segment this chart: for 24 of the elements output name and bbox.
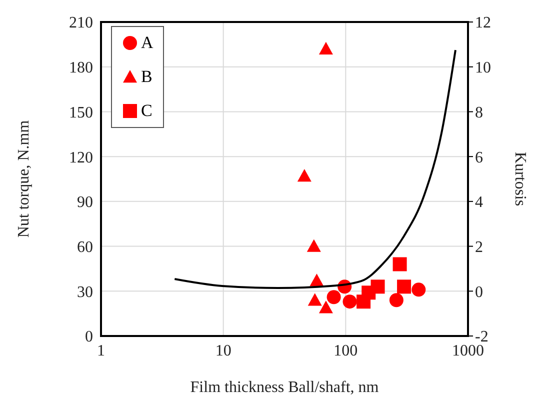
y2-tick-label: 0: [475, 284, 483, 301]
y-tick-label: 0: [85, 328, 93, 346]
legend-label: A: [141, 33, 154, 53]
y2-axis-title: Kurtosis: [511, 152, 528, 206]
y-tick-label: 60: [77, 238, 93, 256]
x-tick-label: 1: [97, 342, 105, 360]
y-tick-label: 120: [69, 149, 93, 166]
x-tick-label: 10: [215, 342, 232, 360]
y-tick-label: 90: [77, 194, 93, 212]
legend-label: B: [141, 67, 152, 87]
y-tick-label: 150: [69, 104, 93, 122]
y2-tick-label: 8: [475, 104, 483, 122]
y-tick-label: 180: [69, 60, 93, 77]
y2-tick-label: 4: [475, 194, 483, 212]
x-tick-label: 100: [334, 342, 358, 360]
y-axis-title: Nut torque, N.mm: [16, 120, 33, 238]
legend-label: C: [141, 101, 152, 121]
y-tick-label: 30: [77, 284, 93, 301]
y2-tick-label: 6: [475, 149, 483, 166]
y2-tick-label: 10: [475, 60, 491, 77]
y-tick-label: 210: [69, 14, 93, 32]
y2-tick-label: 12: [475, 14, 491, 32]
x-axis-title: Film thickness Ball/shaft, nm: [190, 379, 380, 396]
y2-tick-label: 2: [475, 238, 483, 256]
